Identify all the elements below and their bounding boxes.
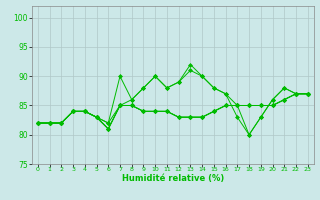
X-axis label: Humidité relative (%): Humidité relative (%) — [122, 174, 224, 183]
